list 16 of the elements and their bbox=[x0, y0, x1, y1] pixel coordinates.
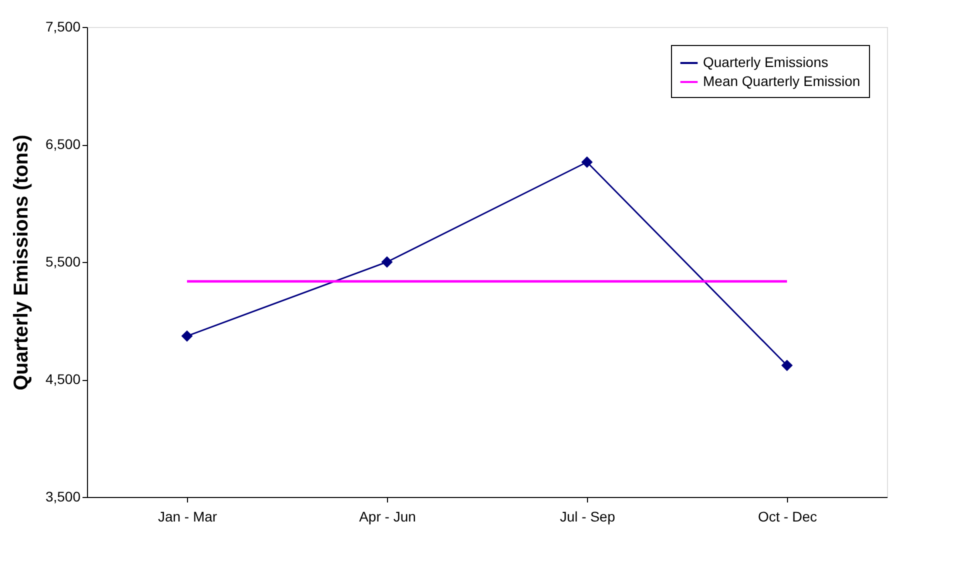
y-tick-label: 5,500 bbox=[45, 254, 81, 270]
y-tick-label: 6,500 bbox=[45, 136, 81, 152]
point bbox=[781, 360, 793, 372]
x-tick-label: Jul - Sep bbox=[560, 508, 616, 524]
y-axis-title: Quarterly Emissions (tons) bbox=[10, 134, 32, 390]
x-tick-label: Apr - Jun bbox=[359, 508, 416, 524]
point bbox=[381, 256, 393, 268]
y-tick-label: 3,500 bbox=[45, 488, 81, 504]
y-tick-label: 7,500 bbox=[45, 18, 81, 34]
legend-label: Quarterly Emissions bbox=[703, 54, 828, 70]
y-tick-label: 4,500 bbox=[45, 371, 81, 387]
point bbox=[581, 156, 593, 168]
legend-label: Mean Quarterly Emission bbox=[703, 73, 860, 89]
point bbox=[181, 330, 193, 342]
x-tick-label: Oct - Dec bbox=[758, 508, 818, 524]
x-tick-label: Jan - Mar bbox=[158, 508, 218, 524]
